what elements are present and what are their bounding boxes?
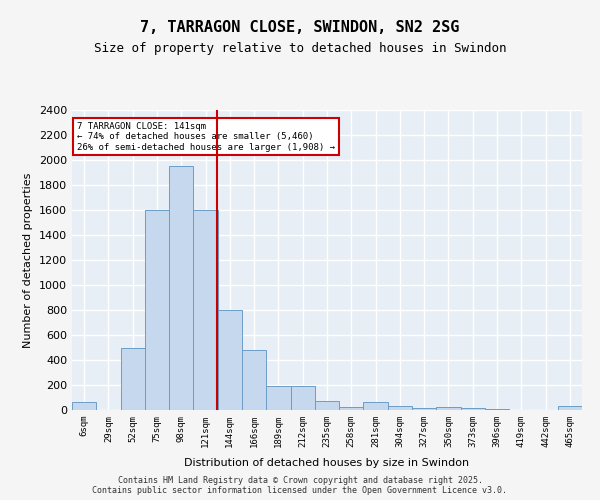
Bar — [412, 408, 436, 410]
X-axis label: Distribution of detached houses by size in Swindon: Distribution of detached houses by size … — [184, 458, 470, 468]
Y-axis label: Number of detached properties: Number of detached properties — [23, 172, 34, 348]
Bar — [242, 350, 266, 410]
Bar — [315, 401, 339, 410]
Bar — [121, 348, 145, 410]
Bar — [193, 210, 218, 410]
Bar — [436, 407, 461, 410]
Bar — [145, 210, 169, 410]
Text: 7 TARRAGON CLOSE: 141sqm
← 74% of detached houses are smaller (5,460)
26% of sem: 7 TARRAGON CLOSE: 141sqm ← 74% of detach… — [77, 122, 335, 152]
Bar — [339, 407, 364, 410]
Bar — [290, 386, 315, 410]
Bar — [388, 406, 412, 410]
Bar — [364, 402, 388, 410]
Bar — [266, 386, 290, 410]
Bar — [461, 408, 485, 410]
Text: Contains HM Land Registry data © Crown copyright and database right 2025.
Contai: Contains HM Land Registry data © Crown c… — [92, 476, 508, 495]
Bar — [558, 406, 582, 410]
Text: Size of property relative to detached houses in Swindon: Size of property relative to detached ho… — [94, 42, 506, 55]
Bar — [218, 310, 242, 410]
Bar — [72, 402, 96, 410]
Text: 7, TARRAGON CLOSE, SWINDON, SN2 2SG: 7, TARRAGON CLOSE, SWINDON, SN2 2SG — [140, 20, 460, 35]
Bar — [169, 166, 193, 410]
